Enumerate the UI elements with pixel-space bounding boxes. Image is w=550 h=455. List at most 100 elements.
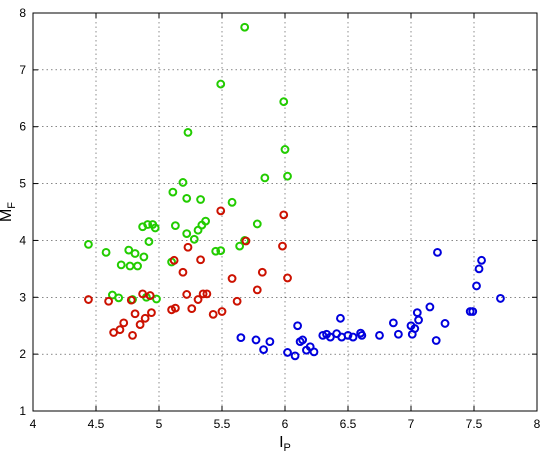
scatter-point-series-1 bbox=[216, 246, 226, 256]
scatter-point-series-1 bbox=[182, 229, 192, 239]
scatter-point-series-3 bbox=[496, 294, 505, 303]
scatter-point-series-2 bbox=[128, 330, 137, 340]
scatter-point-series-2 bbox=[183, 242, 193, 252]
scatter-point-series-2 bbox=[208, 309, 218, 319]
scatter-point-series-2 bbox=[241, 236, 251, 246]
scatter-point-series-1 bbox=[252, 219, 262, 229]
scatter-point-series-3 bbox=[433, 247, 442, 257]
y-tick-label: 2 bbox=[19, 347, 26, 361]
scatter-point-series-3 bbox=[259, 345, 268, 354]
scatter-point-series-1 bbox=[124, 245, 134, 255]
scatter-point-series-2 bbox=[283, 273, 292, 283]
scatter-point-series-3 bbox=[375, 330, 384, 340]
scatter-point-series-2 bbox=[135, 320, 145, 329]
scatter-point-series-3 bbox=[251, 335, 261, 345]
scatter-point-series-3 bbox=[236, 333, 246, 343]
scatter-point-series-1 bbox=[101, 247, 111, 257]
scatter-point-series-3 bbox=[298, 335, 308, 345]
y-tick-label: 1 bbox=[19, 404, 26, 418]
scatter-point-series-1 bbox=[133, 261, 142, 271]
scatter-point-series-2 bbox=[217, 307, 227, 316]
scatter-point-series-1 bbox=[150, 223, 160, 233]
scatter-point-series-3 bbox=[474, 264, 484, 274]
scatter-point-series-3 bbox=[325, 332, 335, 342]
x-tick-label: 6.5 bbox=[340, 417, 357, 431]
scatter-point-series-2 bbox=[147, 308, 156, 318]
y-tick-label: 5 bbox=[19, 177, 26, 191]
scatter-point-series-2 bbox=[202, 289, 212, 299]
scatter-point-series-2 bbox=[278, 241, 287, 251]
scatter-point-series-1 bbox=[139, 252, 149, 262]
scatter-point-series-3 bbox=[336, 313, 345, 323]
scatter-point-series-1 bbox=[170, 221, 180, 231]
scatter-point-series-3 bbox=[343, 330, 353, 340]
scatter-point-series-2 bbox=[279, 210, 289, 220]
y-tick-label: 3 bbox=[19, 290, 26, 304]
scatter-point-series-3 bbox=[468, 307, 478, 316]
scatter-point-series-1 bbox=[240, 22, 250, 32]
x-tick-label: 7 bbox=[408, 417, 415, 431]
scatter-point-series-1 bbox=[152, 294, 161, 304]
scatter-point-series-3 bbox=[440, 319, 450, 328]
scatter-point-series-1 bbox=[130, 249, 140, 258]
x-tick-label: 7.5 bbox=[466, 417, 483, 431]
scatter-point-series-3 bbox=[283, 348, 292, 357]
y-tick-label: 4 bbox=[19, 233, 26, 247]
scatter-point-series-3 bbox=[477, 255, 486, 265]
x-tick-label: 4 bbox=[30, 417, 37, 431]
scatter-point-series-1 bbox=[216, 79, 226, 89]
scatter-point-series-1 bbox=[143, 220, 153, 229]
x-axis-label-main: I bbox=[279, 434, 283, 451]
x-tick-label: 5 bbox=[156, 417, 163, 431]
scatter-point-series-2 bbox=[84, 295, 93, 304]
scatter-point-series-1 bbox=[114, 293, 124, 303]
data-points bbox=[84, 22, 505, 361]
scatter-point-series-2 bbox=[138, 289, 148, 299]
scatter-point-series-1 bbox=[182, 193, 192, 203]
scatter-point-series-2 bbox=[126, 295, 136, 305]
scatter-point-series-2 bbox=[187, 304, 197, 314]
scatter-point-series-2 bbox=[232, 296, 242, 306]
scatter-point-series-3 bbox=[407, 329, 417, 339]
y-axis-label-sub: F bbox=[6, 202, 18, 209]
scatter-point-series-2 bbox=[130, 309, 140, 319]
scatter-point-series-1 bbox=[235, 241, 245, 251]
scatter-point-series-1 bbox=[116, 260, 126, 270]
scatter-point-series-1 bbox=[201, 216, 211, 226]
scatter-point-series-1 bbox=[178, 178, 188, 187]
x-axis-label: IP bbox=[279, 434, 291, 454]
y-axis-label: MF bbox=[0, 202, 18, 222]
scatter-point-series-3 bbox=[414, 315, 423, 325]
scatter-point-series-2 bbox=[257, 267, 267, 277]
scatter-point-series-3 bbox=[425, 302, 435, 312]
scatter-point-series-2 bbox=[104, 296, 113, 306]
scatter-point-series-1 bbox=[144, 237, 154, 246]
y-tick-label: 7 bbox=[19, 63, 26, 77]
x-tick-label: 4.5 bbox=[88, 417, 105, 431]
y-axis-label-main: M bbox=[0, 209, 15, 222]
scatter-point-series-1 bbox=[227, 197, 237, 207]
scatter-point-series-1 bbox=[183, 128, 193, 137]
scatter-point-series-1 bbox=[168, 187, 178, 197]
scatter-point-series-2 bbox=[198, 289, 208, 299]
scatter-point-series-1 bbox=[280, 145, 290, 154]
scatter-point-series-3 bbox=[265, 337, 275, 347]
x-tick-label: 5.5 bbox=[214, 417, 231, 431]
scatter-point-series-2 bbox=[196, 255, 205, 265]
scatter-point-series-3 bbox=[394, 329, 403, 339]
scatter-point-series-3 bbox=[388, 318, 398, 328]
scatter-point-series-2 bbox=[193, 295, 203, 304]
scatter-point-series-2 bbox=[182, 290, 192, 299]
scatter-point-series-1 bbox=[196, 195, 205, 204]
y-tick-label: 6 bbox=[19, 120, 26, 134]
x-axis-label-sub: P bbox=[284, 442, 291, 454]
scatter-point-series-3 bbox=[290, 351, 300, 361]
x-tick-label: 8 bbox=[534, 417, 541, 431]
scatter-point-series-3 bbox=[348, 332, 358, 342]
scatter-point-series-1 bbox=[211, 246, 221, 256]
scatter-point-series-2 bbox=[145, 291, 155, 300]
scatter-point-series-3 bbox=[318, 330, 328, 340]
scatter-point-series-2 bbox=[115, 325, 125, 335]
scatter-point-series-1 bbox=[84, 240, 93, 249]
